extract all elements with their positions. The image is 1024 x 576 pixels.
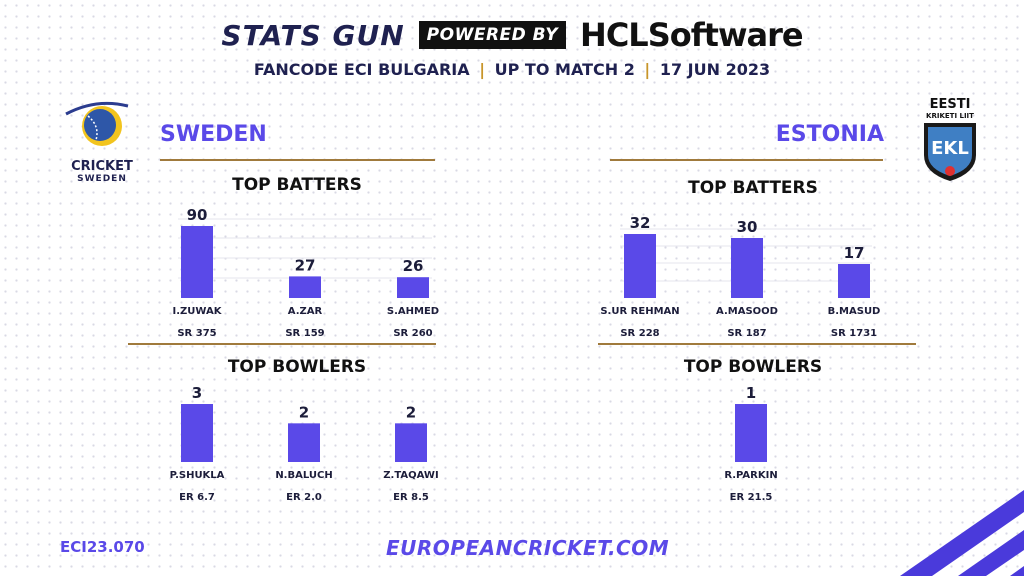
player-name-label: A.ZAR (288, 306, 323, 317)
player-name-label: Z.TAQAWI (383, 470, 438, 481)
shield-icon (924, 123, 976, 181)
player-rate-label: ER 2.0 (286, 492, 322, 503)
logo-text-sweden: SWEDEN (77, 174, 127, 184)
divider-sweden-mid (128, 343, 436, 345)
bar (289, 276, 321, 298)
powered-by-badge: POWERED BY (418, 21, 567, 49)
bar (181, 404, 213, 462)
player-rate-label: SR 159 (285, 328, 324, 339)
divider-estonia-mid (598, 343, 916, 345)
subtitle-competition: FANCODE ECI BULGARIA (253, 60, 470, 79)
divider-estonia-top (610, 159, 883, 161)
subtitle-separator: | (479, 60, 486, 79)
subtitle-separator: | (644, 60, 651, 79)
logo-text-cricket: CRICKET (71, 159, 133, 174)
cricket-sweden-logo: CRICKET SWEDEN (56, 96, 148, 188)
team-name-estonia: ESTONIA (775, 122, 884, 147)
logo-badge-ekl: EKL (931, 138, 969, 159)
player-rate-label: ER 8.5 (393, 492, 429, 503)
section-title-estonia-batters: TOP BATTERS (688, 178, 818, 198)
player-name-label: A.MASOOD (716, 306, 778, 317)
bar-value-label: 30 (737, 218, 758, 236)
player-name-label: S.UR REHMAN (600, 306, 679, 317)
bar (731, 238, 763, 298)
cricket-ball-icon (65, 101, 129, 146)
bar-value-label: 90 (187, 206, 208, 224)
bar (624, 234, 656, 298)
bar-value-label: 17 (844, 244, 865, 262)
player-rate-label: ER 21.5 (730, 492, 773, 503)
subtitle-range: UP TO MATCH 2 (494, 60, 635, 79)
bar-value-label: 1 (746, 384, 756, 402)
footer-code: ECI23.070 (60, 538, 145, 556)
bar-value-label: 3 (192, 384, 202, 402)
player-rate-label: SR 187 (727, 328, 766, 339)
logo-text-kriketi-liit: KRIKETI LIIT (926, 112, 974, 120)
bar-value-label: 26 (403, 257, 424, 275)
bar (288, 423, 320, 462)
bar (838, 264, 870, 298)
sponsor-logo: HCLSoftware (580, 16, 804, 54)
player-name-label: N.BALUCH (275, 470, 332, 481)
header-banner: STATS GUN POWERED BY HCLSoftware (0, 16, 1024, 54)
player-name-label: P.SHUKLA (170, 470, 225, 481)
team-name-sweden: SWEDEN (160, 122, 267, 147)
player-name-label: R.PARKIN (724, 470, 777, 481)
player-name-label: S.AHMED (387, 306, 439, 317)
player-rate-label: SR 375 (177, 328, 216, 339)
bar-value-label: 2 (299, 403, 309, 421)
subtitle-date: 17 JUN 2023 (659, 60, 771, 79)
section-title-sweden-batters: TOP BATTERS (232, 175, 362, 195)
bar (181, 226, 213, 298)
bar (395, 423, 427, 462)
player-rate-label: SR 1731 (831, 328, 877, 339)
decorative-stripes (900, 490, 1024, 576)
stats-gun-title: STATS GUN (221, 18, 405, 52)
eesti-kriketi-liit-logo: EESTI KRIKETI LIIT EKL (918, 98, 982, 188)
player-name-label: I.ZUWAK (173, 306, 223, 317)
player-rate-label: SR 260 (393, 328, 432, 339)
bar-value-label: 2 (406, 403, 416, 421)
player-rate-label: ER 6.7 (179, 492, 215, 503)
bar (397, 277, 429, 298)
section-title-sweden-bowlers: TOP BOWLERS (227, 357, 367, 377)
player-name-label: B.MASUD (828, 306, 881, 317)
section-title-estonia-bowlers: TOP BOWLERS (683, 357, 823, 377)
logo-text-eesti: EESTI (929, 97, 971, 112)
player-rate-label: SR 228 (620, 328, 659, 339)
bar-value-label: 32 (630, 214, 651, 232)
footer-url[interactable]: EUROPEANCRICKET.COM (386, 536, 670, 560)
divider-sweden-top (160, 159, 435, 161)
bar-value-label: 27 (295, 256, 316, 274)
subtitle: FANCODE ECI BULGARIA | UP TO MATCH 2 | 1… (0, 60, 1024, 79)
bar (735, 404, 767, 462)
